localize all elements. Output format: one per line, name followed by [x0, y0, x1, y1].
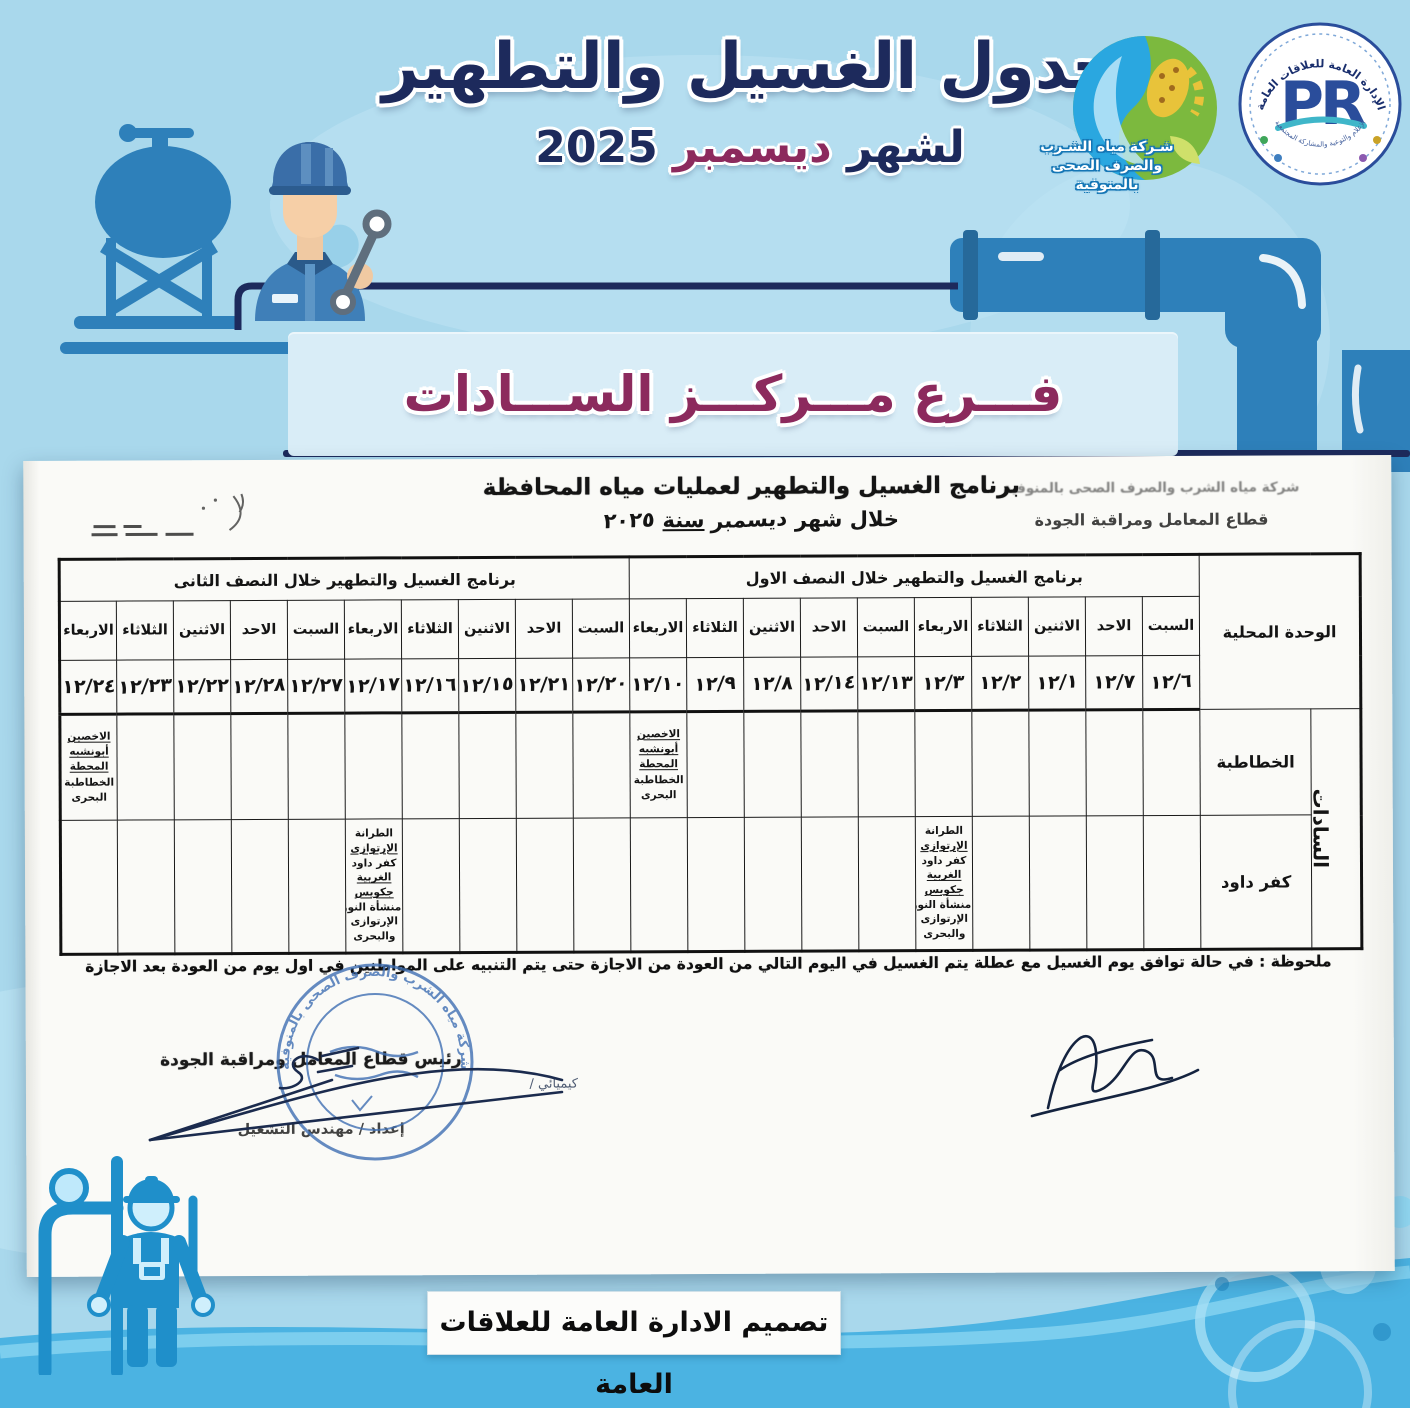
worker-pipes-illustration — [38, 1156, 215, 1375]
day-header: السبت — [572, 598, 630, 659]
pipe-illustration — [950, 230, 1410, 472]
center-label-cell: السادات — [1310, 708, 1362, 949]
day-header: الثلاثاء — [971, 597, 1029, 657]
day-header: الاثنين — [1028, 596, 1086, 657]
day-header: الاربعاء — [344, 599, 402, 660]
frame-line-top — [234, 282, 958, 330]
date-cell: ١٢/٢١ — [515, 658, 573, 713]
water-logo-line2: والصرف الصحى بالمنوفية — [1051, 157, 1163, 193]
schedule-table: الوحدة المحلية برنامج الغسيل والتطهير خل… — [57, 552, 1364, 956]
date-cell: ١٢/٢٣ — [116, 659, 174, 715]
signature-prepared-label: إعداد / مهندس التشغيل — [237, 1121, 405, 1139]
day-header: الاربعاء — [629, 598, 687, 658]
scan-marks — [91, 493, 244, 537]
table-row: كفر داود الطرانة الإرتوازى كفر داود الغر… — [60, 814, 1362, 955]
second-half-section-header: برنامج الغسيل والتطهير خلال النصف الثانى — [59, 556, 630, 602]
day-header: الاحد — [230, 600, 288, 660]
day-header: الاثنين — [458, 599, 516, 659]
subtitle-month: ديسمبر — [673, 122, 832, 173]
water-company-logo-text: شـركة مياه الشـرب والصرف الصحى بالمنوفية — [1032, 138, 1182, 195]
doc-title2-word: سنة — [662, 508, 705, 533]
date-cell: ١٢/٢٨ — [230, 659, 288, 714]
day-header: الثلاثاء — [686, 598, 744, 658]
page-title: جدول الغسيل والتطهير — [382, 30, 1118, 104]
water-company-logo: شـركة مياه الشـرب والصرف الصحى بالمنوفية — [1040, 26, 1230, 206]
pr-logo-icon: PR الإدارة العامة للعلاقات العامة الإعلا… — [1238, 22, 1402, 186]
day-header: الاحد — [800, 597, 858, 658]
table-date-row: ١٢/٦ ١٢/٧ ١٢/١ ١٢/٢ ١٢/٣ ١٢/١٣ ١٢/١٤ ١٢/… — [59, 655, 1361, 715]
schedule-entry-cell: الطرانة الإرتوازى كفر داود الغربية جكويس… — [915, 816, 973, 951]
day-header: السبت — [287, 600, 345, 660]
table-row: السادات الخطاطبة الاخصين أبونشبه المحطة … — [59, 708, 1362, 949]
doc-footnote: ملحوظة : في حالة توافق يوم الغسيل مع عطل… — [85, 952, 1332, 976]
doc-title2-year: ٢٠٢٥ — [603, 507, 657, 534]
table-section-header-row: الوحدة المحلية برنامج الغسيل والتطهير خل… — [59, 553, 1361, 710]
doc-title-block: برنامج الغسيل والتطهير لعمليات مياه المح… — [451, 473, 1051, 534]
day-header: الاثنين — [743, 598, 801, 658]
water-logo-line1: شـركة مياه الشـرب — [1040, 139, 1174, 155]
schedule-entry-cell: الطرانة الإرتوازى كفر داود الغربية جكويس… — [345, 818, 403, 954]
branch-banner-title: فـــرع مـــركـــز الســـادات — [403, 365, 1063, 423]
bottom-wave-band — [0, 1196, 1410, 1408]
first-half-section-header: برنامج الغسيل والتطهير خلال النصف الاول — [629, 554, 1200, 599]
date-cell: ١٢/٢٧ — [287, 659, 345, 714]
worker-figure — [87, 1176, 215, 1367]
pr-logo: PR الإدارة العامة للعلاقات العامة الإعلا… — [1238, 22, 1403, 187]
doc-title2-prefix: خلال شهر — [794, 507, 900, 532]
doc-title-line2: خلال شهر ديسمبر سنة ٢٠٢٥ — [451, 506, 1051, 534]
day-header: السبت — [857, 597, 915, 657]
date-cell: ١٢/٩ — [686, 657, 744, 712]
date-cell: ١٢/١٤ — [800, 656, 858, 712]
date-cell: ١٢/٣ — [914, 656, 972, 711]
water-company-logo-icon — [1073, 36, 1217, 180]
subtitle-prefix: لشهر — [847, 122, 965, 173]
day-header: الثلاثاء — [401, 599, 459, 659]
day-header: الاربعاء — [914, 597, 972, 657]
schedule-entry-cell: الاخصين أبونشبه المحطة الخطاطبة البحرى — [59, 714, 118, 821]
unit-column-header: الوحدة المحلية — [1199, 553, 1361, 710]
day-header: الاحد — [515, 599, 573, 659]
date-cell: ١٢/٨ — [743, 657, 801, 712]
day-header: الثلاثاء — [116, 600, 174, 661]
scanned-schedule-document: شركة مياه الشرب والصرف الصحى بالمنوفية ق… — [23, 455, 1395, 1277]
date-cell: ١٢/٧ — [1085, 655, 1143, 710]
signature-title: رئيس قطاع المعامل ومراقبة الجودة — [160, 1049, 462, 1071]
worker-wrench-illustration — [255, 142, 392, 321]
branch-banner-panel — [288, 332, 1178, 456]
schedule-entry-cell: الاخصين أبونشبه المحطة الخطاطبة البحرى — [629, 711, 688, 818]
date-cell: ١٢/٢٤ — [59, 660, 117, 715]
date-cell: ١٢/٦ — [1142, 655, 1200, 710]
date-cell: ١٢/١٦ — [401, 658, 459, 713]
date-cell: ١٢/٢٢ — [173, 659, 231, 714]
date-cell: ١٢/٢٠ — [572, 657, 630, 713]
date-cell: ١٢/١ — [1028, 655, 1086, 711]
unit-name-cell: كفر داود — [1200, 814, 1312, 950]
day-header: السبت — [1142, 596, 1200, 656]
unit-name-cell: الخطاطبة — [1199, 708, 1312, 816]
day-header: الاربعاء — [59, 601, 117, 661]
day-header: الاثنين — [173, 600, 231, 660]
doc-title-line1: برنامج الغسيل والتطهير لعمليات مياه المح… — [482, 472, 1021, 501]
date-cell: ١٢/١٧ — [344, 658, 402, 714]
page-subtitle: لشهر ديسمبر 2025 — [320, 122, 1180, 173]
header-titles: جدول الغسيل والتطهير لشهر ديسمبر 2025 — [320, 30, 1180, 173]
table-day-header-row: السبت الاحد الاثنين الثلاثاء الاربعاء ال… — [59, 596, 1360, 661]
day-header: الاحد — [1085, 596, 1143, 656]
doc-title2-month: ديسمبر — [710, 506, 789, 534]
date-cell: ١٢/٢ — [971, 656, 1029, 711]
subtitle-year: 2025 — [535, 122, 658, 173]
date-cell: ١٢/١٥ — [458, 658, 516, 713]
footer-credit: تصميم الادارة العامة للعلاقات العامة — [427, 1291, 841, 1400]
date-cell: ١٢/١٠ — [629, 657, 687, 712]
signature-chemist-label: كيميائي / — [529, 1076, 578, 1092]
svg-text:PR: PR — [1280, 69, 1365, 139]
soft-blob — [270, 55, 1130, 355]
date-cell: ١٢/١٣ — [857, 656, 915, 711]
